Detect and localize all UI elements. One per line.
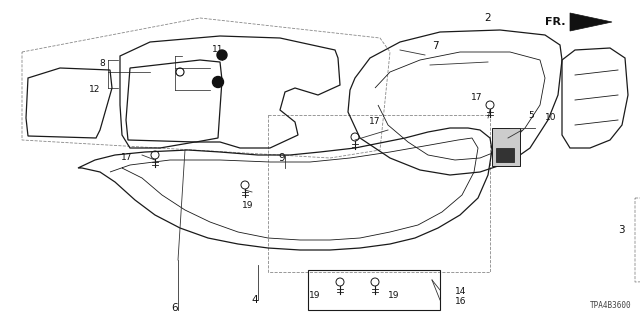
Polygon shape <box>570 13 612 31</box>
Circle shape <box>212 76 223 87</box>
Text: 19: 19 <box>243 201 253 210</box>
Text: 19: 19 <box>388 292 399 300</box>
Text: 8: 8 <box>99 60 105 68</box>
Text: 9: 9 <box>278 153 285 163</box>
Text: 4: 4 <box>252 295 259 305</box>
Text: 17: 17 <box>120 154 132 163</box>
Text: 6: 6 <box>172 303 179 313</box>
Text: 14: 14 <box>455 286 467 295</box>
Text: 7: 7 <box>432 41 438 51</box>
Text: 10: 10 <box>545 114 557 123</box>
Text: 17: 17 <box>369 117 380 126</box>
Text: 3: 3 <box>618 225 625 235</box>
Bar <box>492 128 520 166</box>
Text: 11: 11 <box>212 45 223 54</box>
Text: 17: 17 <box>470 93 482 102</box>
Text: FR.: FR. <box>545 17 566 27</box>
Text: TPA4B3600: TPA4B3600 <box>590 301 632 310</box>
Text: 19: 19 <box>308 291 320 300</box>
Bar <box>496 148 514 162</box>
Circle shape <box>217 50 227 60</box>
Text: 16: 16 <box>455 298 467 307</box>
Text: 5: 5 <box>528 110 534 119</box>
Text: 12: 12 <box>88 85 100 94</box>
Text: 19: 19 <box>639 263 640 273</box>
Text: 2: 2 <box>484 13 492 23</box>
